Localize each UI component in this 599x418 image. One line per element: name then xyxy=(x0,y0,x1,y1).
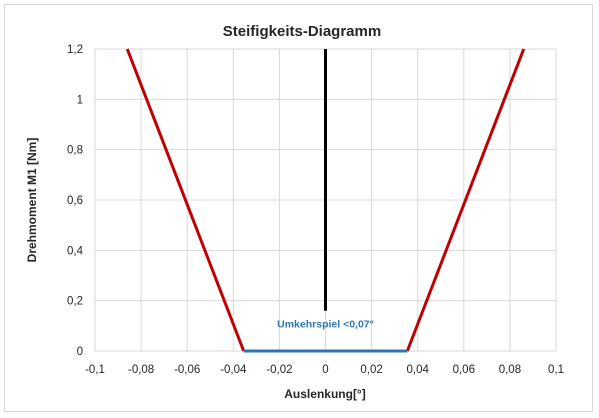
x-tick-label: 0,06 xyxy=(453,364,475,376)
x-tick-label: 0 xyxy=(322,364,328,376)
y-tick-label: 0,2 xyxy=(67,296,83,308)
x-tick-label: 0,08 xyxy=(499,364,521,376)
x-tick-label: -0,02 xyxy=(266,364,292,376)
x-tick-label: -0,1 xyxy=(85,364,105,376)
annotations: Umkehrspiel <0,07° xyxy=(277,318,374,330)
x-tick-label: -0,06 xyxy=(174,364,200,376)
y-tick-label: 1 xyxy=(77,94,83,106)
y-tick-label: 1,2 xyxy=(67,44,83,56)
x-axis-ticks: -0,1 -0,08 -0,06 -0,04 -0,02 0 0,02 0,04 0,06 0,0… xyxy=(85,364,564,376)
x-tick-label: 0,02 xyxy=(360,364,382,376)
x-tick-label: -0,08 xyxy=(128,364,154,376)
series-line-1 xyxy=(125,48,246,352)
y-axis-label: Drehmoment M1 [Nm] xyxy=(25,138,39,263)
series-group xyxy=(125,48,526,353)
x-tick-label: 0,04 xyxy=(407,364,430,376)
y-axis-ticks: 0 0,2 0,4 0,6 0,8 1 1,2 xyxy=(67,44,84,358)
chart-title: Steifigkeits-Diagramm xyxy=(223,23,381,40)
annotation-label: Umkehrspiel <0,07° xyxy=(277,318,374,330)
x-tick-label: -0,04 xyxy=(220,364,247,376)
x-axis-label: Auslenkung[°] xyxy=(284,387,365,401)
y-tick-label: 0,8 xyxy=(67,145,83,157)
series-line-2 xyxy=(405,48,526,352)
y-tick-label: 0 xyxy=(77,346,83,358)
chart-frame xyxy=(4,4,593,412)
y-tick-label: 0,4 xyxy=(67,245,84,257)
y-tick-label: 0,6 xyxy=(67,195,83,207)
x-tick-label: 0,1 xyxy=(548,364,564,376)
